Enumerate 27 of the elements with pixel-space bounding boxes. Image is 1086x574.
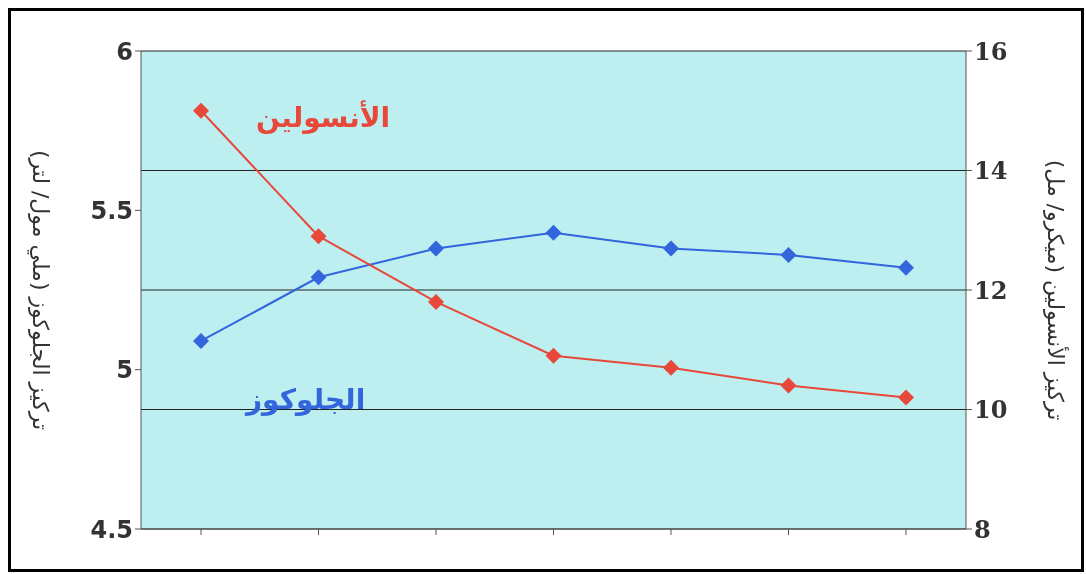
point — [310, 269, 327, 286]
point — [898, 259, 914, 276]
series-label: الأنسولين — [256, 101, 391, 134]
point — [780, 246, 797, 263]
point — [898, 389, 914, 406]
point — [193, 332, 209, 349]
y2-tick-label: 12 — [974, 275, 1008, 305]
point — [780, 377, 797, 394]
y-tick-label: 5 — [116, 356, 133, 385]
y-tick-label: 4.5 — [90, 515, 133, 544]
point — [663, 240, 679, 257]
point — [545, 347, 562, 364]
y2-tick-label: 14 — [974, 156, 1008, 186]
point — [663, 359, 679, 376]
point — [428, 240, 444, 257]
y2-axis-title: تركيز الأنسولين (ميكرو/ مل) — [1043, 159, 1070, 421]
point — [310, 228, 327, 245]
y-tick-label: 6 — [116, 37, 133, 66]
series-label: الجلوكوز — [246, 383, 366, 416]
y2-tick-label: 10 — [974, 395, 1008, 425]
point — [193, 102, 209, 119]
y2-tick-label: 16 — [974, 36, 1008, 66]
y-tick-label: 5.5 — [90, 196, 133, 225]
point — [428, 293, 444, 310]
y-axis-title: تركيز الجلوكوز (ملي مول/ لتر) — [27, 149, 54, 431]
y2-tick-label: 8 — [974, 514, 991, 544]
point — [545, 224, 562, 241]
